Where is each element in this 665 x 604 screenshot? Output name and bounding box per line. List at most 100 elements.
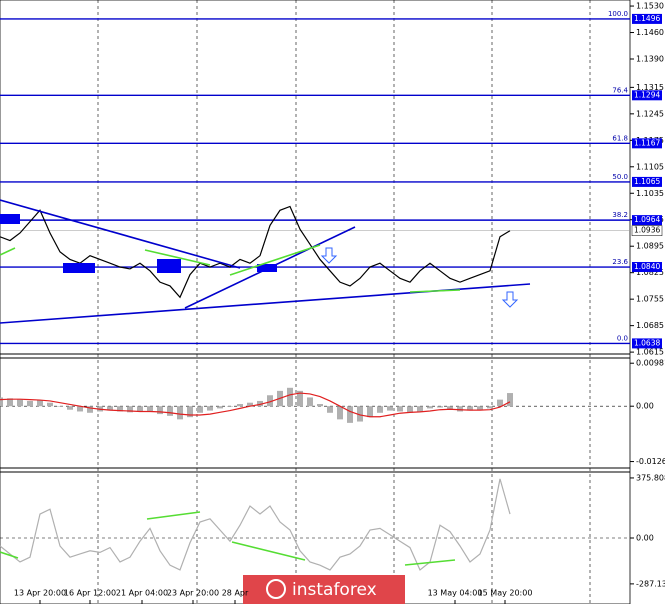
divergence-line xyxy=(0,244,461,293)
price-label: 1.0936 xyxy=(634,226,660,235)
y-tick-label: -287.1356 xyxy=(636,579,665,588)
macd-bar xyxy=(187,406,193,418)
macd-bar xyxy=(127,406,133,413)
plot-frame xyxy=(0,0,631,604)
macd-bar xyxy=(257,400,263,407)
price-label-box xyxy=(632,215,662,226)
price-label-box xyxy=(632,138,662,149)
macd-bar xyxy=(117,406,123,412)
macd-bar xyxy=(367,406,373,418)
price-label-box xyxy=(632,90,662,101)
macd-bar xyxy=(307,397,313,407)
y-tick-label: 375.8087 xyxy=(636,473,665,482)
y-tick-label: 1.0615 xyxy=(636,348,664,357)
x-tick-label: 21 Apr 04:00 xyxy=(116,589,168,598)
macd-bar xyxy=(297,390,303,407)
price-label-box xyxy=(632,338,662,349)
x-tick-label: 23 Apr 20:00 xyxy=(167,589,219,598)
trend-line xyxy=(0,199,241,269)
macd-signal xyxy=(0,392,511,418)
x-tick-label: 13 May 04:00 xyxy=(428,589,483,598)
price-label: 1.1496 xyxy=(634,14,660,23)
cci-line xyxy=(0,478,511,571)
y-tick-label: 1.1245 xyxy=(636,109,664,118)
macd-bar xyxy=(157,406,163,415)
macd-bar xyxy=(177,406,183,420)
trend-lines xyxy=(0,199,531,566)
macd-bar xyxy=(407,406,413,413)
y-tick-label: 1.1530 xyxy=(636,2,664,11)
price-label: 1.0840 xyxy=(634,262,660,271)
macd-bar xyxy=(147,406,153,412)
price-label-box xyxy=(631,225,663,236)
y-tick-label: 1.1390 xyxy=(636,55,664,64)
macd-bar xyxy=(207,406,213,411)
macd-bar xyxy=(217,406,223,409)
macd-bar xyxy=(0,397,3,407)
y-tick-label: 0.00981 xyxy=(636,359,665,368)
price-label: 1.0964 xyxy=(634,215,660,224)
down-arrow xyxy=(501,291,519,308)
divergence-line xyxy=(0,511,456,566)
watermark-logo xyxy=(266,579,286,599)
down-arrow xyxy=(320,247,338,264)
macd-bar xyxy=(267,395,273,407)
macd-bar xyxy=(37,400,43,407)
macd-bar xyxy=(197,406,203,413)
macd-bar xyxy=(227,406,233,407)
macd-bar xyxy=(417,406,423,412)
macd-bar xyxy=(467,406,473,411)
macd-bar xyxy=(507,393,513,407)
macd-bar xyxy=(387,406,393,411)
zone xyxy=(257,264,277,272)
macd-bar xyxy=(447,406,453,410)
level-name: 100.0 xyxy=(608,10,628,18)
price-label: 1.0638 xyxy=(634,338,660,347)
macd-bar xyxy=(107,406,113,411)
macd-bar xyxy=(287,387,293,407)
x-tick-label: 15 May 20:00 xyxy=(478,589,533,598)
y-tick-label: 1.1315 xyxy=(636,83,664,92)
zone xyxy=(157,259,181,273)
price-label: 1.1294 xyxy=(634,90,660,99)
macd-bar xyxy=(487,406,493,409)
y-tick-label: 1.0825 xyxy=(636,268,664,277)
y-tick-label: 1.1460 xyxy=(636,28,664,37)
y-tick-label: 1.1035 xyxy=(636,189,664,198)
x-tick-label: 13 Apr 20:00 xyxy=(14,589,66,598)
price-label: 1.1065 xyxy=(634,177,660,186)
level-name: 23.6 xyxy=(612,258,628,266)
macd-bar xyxy=(397,406,403,412)
macd-bar xyxy=(77,406,83,412)
macd-bar xyxy=(377,406,383,413)
price-label-box xyxy=(632,176,662,187)
macd-bar xyxy=(7,398,13,407)
zone xyxy=(0,214,20,224)
macd-bar xyxy=(67,406,73,410)
level-name: 50.0 xyxy=(612,173,628,181)
macd-bar xyxy=(357,406,363,422)
macd-bar xyxy=(17,399,23,407)
zone xyxy=(63,263,95,273)
price-label-box xyxy=(632,262,662,273)
y-tick-label: 0.00 xyxy=(636,402,654,411)
watermark: instaforex xyxy=(292,580,377,600)
y-tick-label: 1.0755 xyxy=(636,295,664,304)
macd-bar xyxy=(137,406,143,412)
level-name: 0.0 xyxy=(617,334,628,342)
macd-bar xyxy=(237,404,243,407)
macd-bar xyxy=(327,406,333,413)
y-tick-label: 1.0685 xyxy=(636,321,664,330)
macd-bar xyxy=(337,406,343,420)
macd-bar xyxy=(497,399,503,407)
macd-bar xyxy=(317,404,323,407)
level-name: 61.8 xyxy=(612,134,628,142)
y-tick-label: 1.1105 xyxy=(636,162,664,171)
macd-bar xyxy=(347,406,353,423)
level-name: 38.2 xyxy=(612,211,628,219)
macd-bar xyxy=(167,406,173,416)
macd-bar xyxy=(437,406,443,408)
